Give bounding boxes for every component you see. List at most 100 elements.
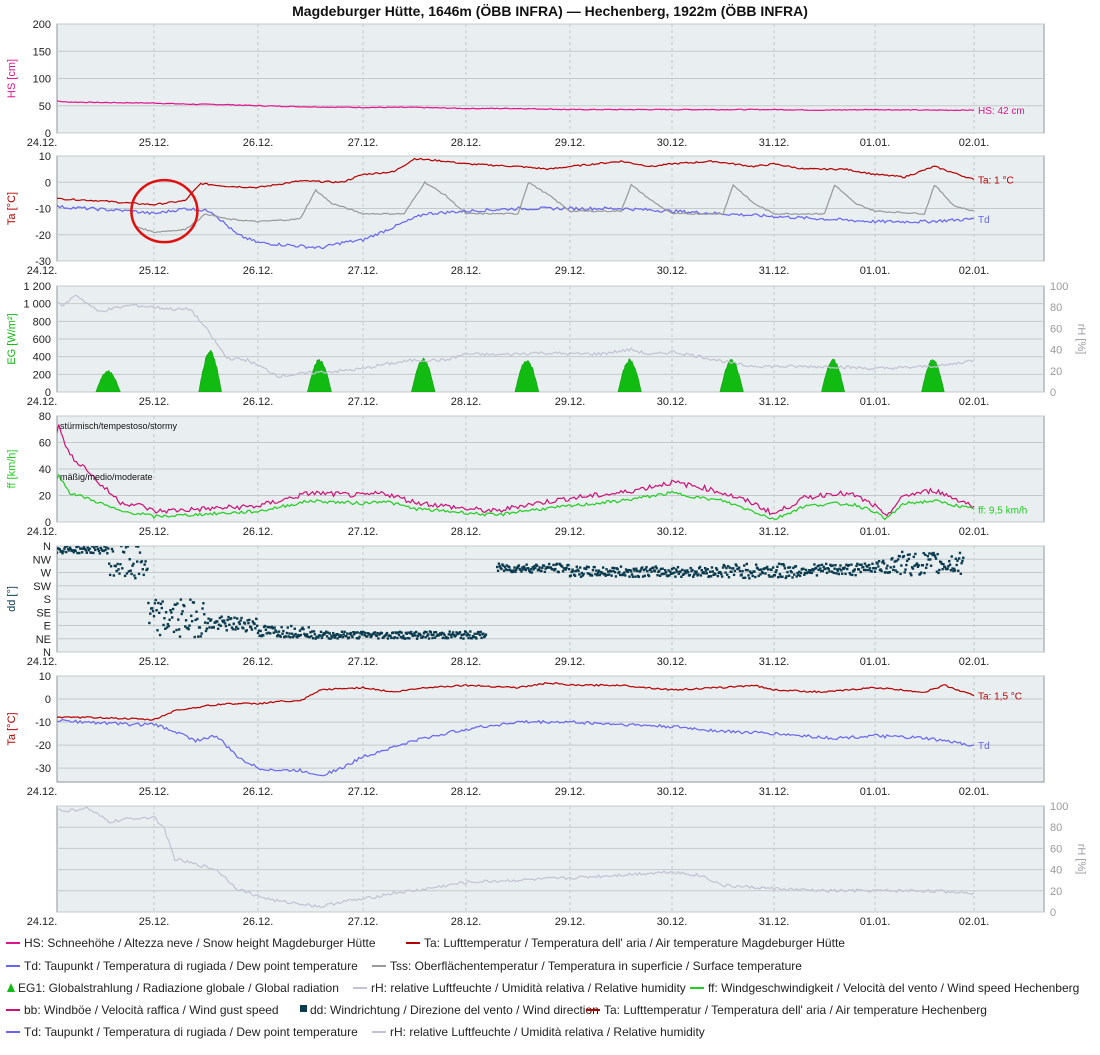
legend-item-td: Td: Taupunkt / Temperatura di rugiada / … [6, 1025, 358, 1039]
wind-direction-point [153, 602, 157, 605]
wind-direction-point [267, 631, 270, 634]
wind-direction-point [732, 573, 736, 577]
wind-direction-point [956, 559, 959, 562]
wind-direction-point [585, 565, 589, 568]
wind-direction-point [835, 568, 839, 571]
wind-direction-point [105, 546, 108, 549]
wind-direction-point [479, 630, 482, 634]
x-tick-label: 25.12. [139, 786, 170, 798]
wind-direction-point [75, 546, 78, 549]
legend-item-tss: Tss: Oberflächentemperatur / Temperatura… [372, 959, 802, 973]
wind-direction-point [332, 634, 336, 637]
wind-direction-point [692, 573, 696, 576]
wind-direction-point [743, 564, 746, 567]
wind-direction-point [957, 557, 961, 560]
wind-direction-point [630, 573, 634, 576]
wind-direction-point [573, 574, 577, 578]
wind-direction-point [607, 573, 611, 576]
wind-direction-point [882, 559, 885, 563]
wind-direction-point [234, 628, 237, 631]
wind-direction-point [943, 565, 947, 569]
wind-direction-point [777, 576, 780, 579]
wind-direction-point [894, 569, 897, 572]
wind-direction-point [496, 565, 499, 569]
wind-direction-point [584, 567, 588, 571]
wind-direction-point [462, 637, 465, 640]
wind-direction-point [125, 572, 129, 575]
wind-direction-point [579, 566, 582, 569]
wind-direction-point [330, 634, 333, 637]
wind-direction-point [360, 630, 363, 634]
wind-direction-point [754, 563, 758, 566]
wind-direction-point [62, 550, 65, 553]
wind-direction-point [770, 568, 773, 572]
legend-label: Td: Taupunkt / Temperatura di rugiada / … [24, 1025, 358, 1039]
wind-direction-point [541, 566, 544, 570]
wind-direction-point [743, 576, 747, 579]
wind-direction-point [424, 636, 427, 639]
wind-direction-point [623, 571, 626, 574]
wind-direction-point [205, 627, 209, 630]
wind-direction-point [790, 571, 793, 574]
wind-direction-point [452, 633, 456, 637]
wind-direction-point [468, 634, 471, 637]
wind-direction-point [671, 572, 675, 575]
x-tick-label: 25.12. [139, 137, 170, 149]
x-tick-label: 28.12. [451, 265, 482, 277]
y-tick-label: E [44, 621, 51, 633]
wind-direction-point [692, 575, 695, 578]
wind-direction-point [643, 574, 646, 578]
wind-direction-point [825, 571, 829, 575]
wind-direction-point [714, 573, 717, 576]
wind-direction-point [432, 633, 435, 637]
wind-direction-point [219, 624, 222, 628]
wind-direction-point [914, 552, 917, 556]
wind-direction-point [738, 569, 742, 573]
x-tick-label: 02.01. [959, 396, 990, 408]
y-axis-label: Ta [°C] [6, 192, 18, 225]
wind-direction-point [766, 568, 770, 571]
wind-direction-point [855, 564, 858, 568]
panel-eg-rh-magdeburger: 0 200 400 600 800 1 000 1 200 0 20 40 60 80 100 rH [%… [6, 281, 1087, 408]
wind-direction-point [190, 619, 194, 623]
wind-direction-point [245, 629, 248, 632]
x-tick-label: 30.12. [657, 656, 688, 668]
wind-direction-point [149, 612, 152, 615]
wind-direction-point [531, 566, 534, 569]
wind-direction-point [86, 546, 89, 549]
wind-direction-point [828, 570, 831, 573]
wind-direction-point [407, 631, 410, 634]
wind-direction-point [780, 563, 783, 566]
wind-direction-point [851, 573, 854, 577]
wind-direction-point [403, 637, 407, 640]
y-tick-label: 0 [45, 128, 51, 140]
x-tick-label: 29.12. [555, 656, 586, 668]
wind-direction-point [285, 631, 289, 635]
wind-direction-point [162, 623, 165, 627]
wind-direction-point [871, 562, 874, 565]
wind-direction-point [512, 569, 515, 572]
wind-direction-point [502, 564, 505, 567]
wind-direction-point [279, 635, 282, 638]
wind-direction-point [359, 632, 362, 635]
wind-direction-point [524, 568, 527, 572]
wind-direction-point [396, 631, 400, 634]
wind-direction-point [473, 632, 476, 636]
wind-direction-point [419, 633, 422, 637]
wind-direction-point [954, 557, 958, 561]
wind-direction-point [94, 548, 97, 552]
wind-direction-point [856, 562, 859, 566]
y-tick-label: SE [36, 607, 51, 619]
wind-direction-point [929, 558, 932, 561]
x-tick-label: 31.12. [759, 656, 790, 668]
wind-direction-point [596, 573, 599, 577]
wind-direction-point [179, 598, 183, 601]
wind-direction-point [475, 637, 478, 640]
wind-direction-point [844, 572, 847, 576]
wind-direction-point [313, 633, 317, 636]
wind-direction-point [527, 567, 530, 570]
wind-direction-point [164, 611, 168, 614]
wind-direction-point [327, 637, 331, 640]
panel-rh-hechenberg: 0 20 40 60 80 100 rH [%] 24.12. 25.12. 26.12. 27.1… [27, 801, 1087, 928]
